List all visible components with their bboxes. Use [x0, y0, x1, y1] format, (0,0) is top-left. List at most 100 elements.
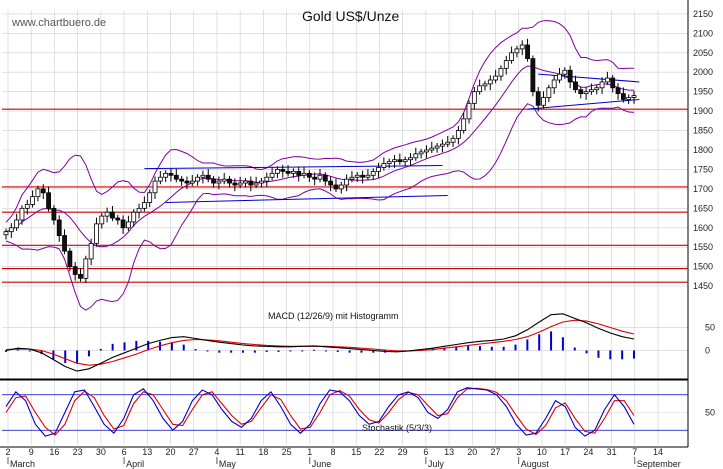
- price-tick-label: 1450: [693, 281, 713, 291]
- candle-body: [525, 44, 530, 60]
- macd-histogram-bar: [170, 342, 173, 351]
- candle-body: [461, 118, 467, 131]
- candle-body: [62, 235, 67, 252]
- date-tick-label: 27: [490, 447, 500, 457]
- candle-body: [72, 266, 78, 275]
- price-tick-label: 2150: [693, 9, 713, 19]
- candle-body: [147, 192, 153, 203]
- candle-body: [163, 172, 169, 178]
- date-tick-label: 7: [632, 447, 637, 457]
- date-tick-label: 20: [467, 447, 477, 457]
- stochastic-k-line: [5, 387, 635, 437]
- date-tick-label: 8: [330, 447, 335, 457]
- date-tick-label: 4: [214, 447, 219, 457]
- candle-body: [99, 215, 105, 225]
- candle-body: [530, 58, 536, 93]
- candle-body: [275, 169, 280, 174]
- candle-body: [434, 145, 440, 149]
- candle-body: [94, 223, 99, 244]
- candle-body: [195, 176, 200, 182]
- date-tick-label: 15: [351, 447, 361, 457]
- candle-body: [237, 182, 243, 186]
- macd-histogram-bar: [99, 349, 102, 351]
- candle-body: [78, 274, 83, 279]
- macd-histogram-bar: [313, 349, 316, 351]
- price-tick-label: 1850: [693, 126, 713, 136]
- date-tick-label: 14: [653, 447, 663, 457]
- candle-body: [360, 174, 365, 178]
- macd-histogram-bar: [87, 350, 90, 357]
- macd-histogram-bar: [550, 331, 553, 351]
- candle-body: [455, 130, 461, 139]
- candle-body: [110, 211, 115, 219]
- macd-histogram-bar: [490, 346, 493, 351]
- candle-body: [312, 176, 318, 180]
- macd-histogram-bar: [514, 344, 517, 351]
- macd-histogram-bar: [360, 350, 363, 353]
- candle-body: [290, 170, 296, 174]
- date-tick-label: 24: [583, 447, 593, 457]
- date-tick-label: 16: [49, 447, 59, 457]
- price-tick-label: 1550: [693, 242, 713, 252]
- date-tick-label: 6: [122, 447, 127, 457]
- candle-body: [83, 258, 89, 279]
- candle-body: [46, 192, 51, 209]
- candle-body: [157, 176, 163, 182]
- macd-histogram-bar: [336, 350, 339, 352]
- month-label: May: [219, 459, 237, 469]
- candle-body: [477, 85, 483, 93]
- macd-histogram-bar: [609, 350, 612, 360]
- bollinger-upper: [5, 20, 635, 223]
- candle-body: [344, 178, 350, 186]
- candle-body: [370, 170, 376, 176]
- candle-body: [620, 93, 626, 100]
- macd-label: MACD (12/26/9) mit Histogramm: [268, 311, 399, 321]
- candle-body: [487, 79, 493, 85]
- channel-upper-line: [144, 165, 443, 170]
- candle-body: [589, 89, 594, 93]
- date-tick-label: 25: [282, 447, 292, 457]
- stochastic-panel: [2, 387, 688, 437]
- macd-histogram-bar: [561, 337, 564, 351]
- candle-body: [567, 69, 573, 83]
- candle-body: [615, 87, 621, 95]
- watermark: www.chartbuero.de: [11, 17, 106, 29]
- candle-body: [227, 178, 232, 184]
- candle-body: [168, 172, 174, 176]
- macd-histogram-bar: [621, 350, 624, 360]
- macd-histogram-bar: [135, 340, 138, 351]
- candle-body: [583, 91, 589, 95]
- candle-body: [173, 174, 179, 180]
- candle-body: [429, 147, 435, 151]
- macd-histogram-bar: [633, 350, 635, 359]
- price-axis: 1450 1500 1550 1600 1650 1700 1750 1800 1850 1900…: [693, 9, 715, 418]
- trend-lines: [144, 73, 640, 203]
- candle-body: [120, 219, 126, 229]
- macd-histogram-bar: [206, 350, 209, 352]
- candle-body: [418, 151, 424, 155]
- candle-body: [141, 202, 147, 209]
- candle-body: [115, 217, 121, 221]
- candle-body: [269, 172, 275, 178]
- chart-title: Gold US$/Unze: [302, 8, 399, 24]
- price-tick-label: 1600: [693, 223, 713, 233]
- candle-body: [328, 180, 334, 186]
- macd-histogram-bar: [455, 346, 458, 351]
- candle-body: [189, 180, 195, 184]
- candle-body: [514, 48, 520, 54]
- macd-histogram-bar: [585, 350, 588, 354]
- macd-histogram-bar: [372, 350, 375, 353]
- candle-body: [200, 174, 206, 178]
- triangle-upper-line: [538, 73, 640, 83]
- macd-histogram-bar: [324, 350, 327, 352]
- bollinger-lower: [5, 103, 635, 311]
- macd-histogram-bar: [573, 347, 576, 351]
- candle-body: [519, 44, 525, 50]
- month-label: June: [312, 459, 332, 469]
- macd-histogram-bar: [348, 350, 351, 353]
- macd-histogram-bar: [265, 350, 268, 352]
- date-tick-label: 13: [142, 447, 152, 457]
- date-tick-label: 22: [374, 447, 384, 457]
